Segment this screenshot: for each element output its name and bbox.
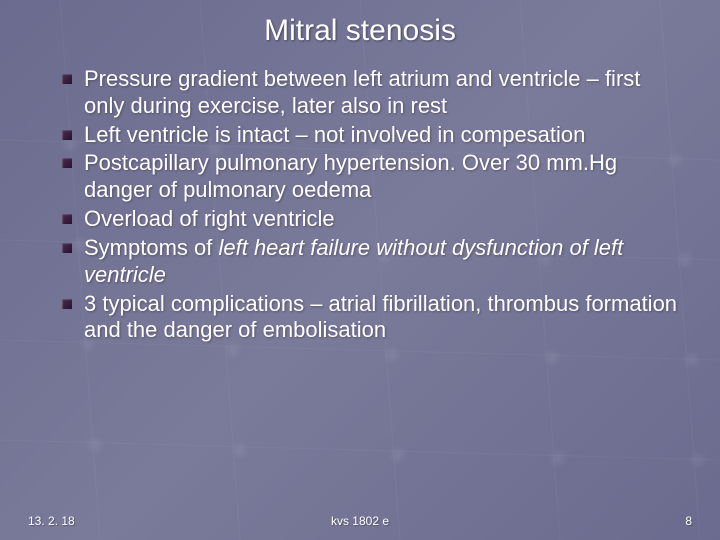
footer-date: 13. 2. 18: [28, 514, 75, 528]
bullet-icon: [62, 243, 72, 253]
list-item-text: Postcapillary pulmonary hypertension. Ov…: [84, 150, 617, 202]
list-item-text: Overload of right ventricle: [84, 206, 335, 231]
slide-title: Mitral stenosis: [0, 0, 720, 66]
list-item: Postcapillary pulmonary hypertension. Ov…: [84, 150, 680, 204]
list-item: Pressure gradient between left atrium an…: [84, 66, 680, 120]
bullet-icon: [62, 158, 72, 168]
bullet-icon: [62, 74, 72, 84]
list-item: 3 typical complications – atrial fibrill…: [84, 291, 680, 345]
list-item: Symptoms of left heart failure without d…: [84, 235, 680, 289]
bullet-icon: [62, 299, 72, 309]
list-item-text: Left ventricle is intact – not involved …: [84, 122, 585, 147]
list-item-text: 3 typical complications – atrial fibrill…: [84, 291, 677, 343]
list-item-text: Pressure gradient between left atrium an…: [84, 66, 640, 118]
list-item-prefix: Symptoms of: [84, 235, 218, 260]
bullet-list: Pressure gradient between left atrium an…: [0, 66, 720, 344]
footer-page-number: 8: [685, 514, 692, 528]
slide-footer: 13. 2. 18 kvs 1802 e 8: [0, 514, 720, 528]
list-item: Overload of right ventricle: [84, 206, 680, 233]
list-item: Left ventricle is intact – not involved …: [84, 122, 680, 149]
footer-code: kvs 1802 e: [331, 514, 389, 528]
bullet-icon: [62, 214, 72, 224]
bullet-icon: [62, 130, 72, 140]
